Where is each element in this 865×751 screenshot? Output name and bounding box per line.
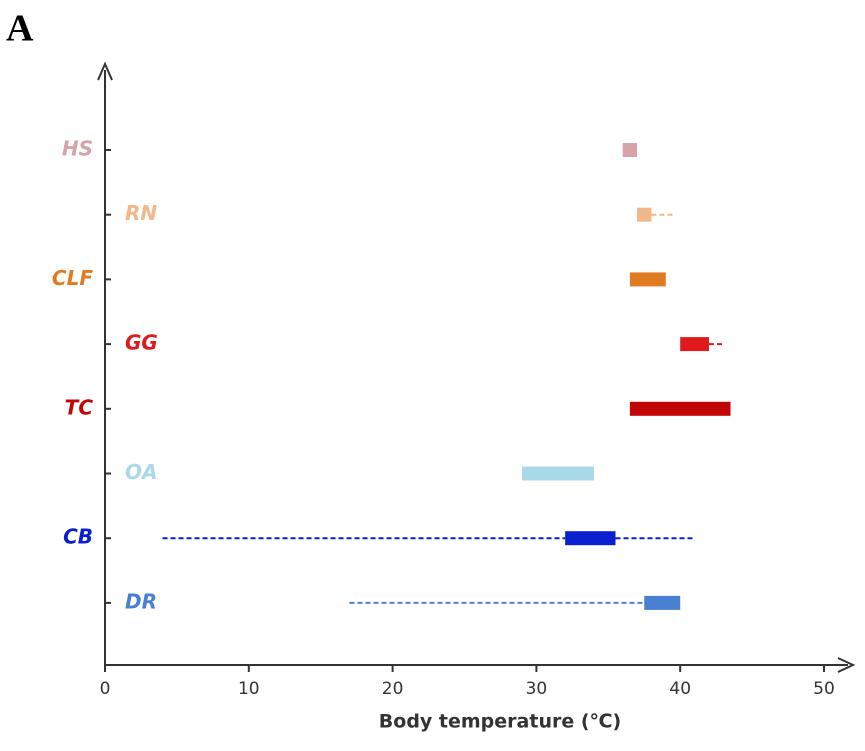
range-bar [522,466,594,481]
panel-label: A [6,8,34,50]
range-bar [622,143,638,157]
range-bar [637,207,652,222]
x-tick-label: 0 [100,679,111,699]
range-bar [629,401,731,416]
x-axis-arrow [837,657,856,673]
x-tick-label: 20 [382,679,404,699]
category-label: DR [125,589,157,613]
x-tick-label: 10 [238,679,260,699]
x-tick-label: 40 [669,679,691,699]
category-label: RN [125,201,157,225]
x-tick-label: 30 [526,679,548,699]
range-bar [565,531,616,546]
x-tick-label: 50 [813,679,835,699]
category-label: HS [62,137,93,161]
category-label: GG [125,331,158,355]
range-bar [629,272,666,287]
category-label: OA [125,460,157,484]
x-axis-title: Body temperature (℃) [379,711,621,733]
y-axis-arrow [97,61,113,81]
category-label: TC [65,395,94,419]
range-bar [644,595,681,610]
category-label: CB [63,525,93,549]
category-label: CLF [52,266,93,290]
range-bar [680,337,709,352]
